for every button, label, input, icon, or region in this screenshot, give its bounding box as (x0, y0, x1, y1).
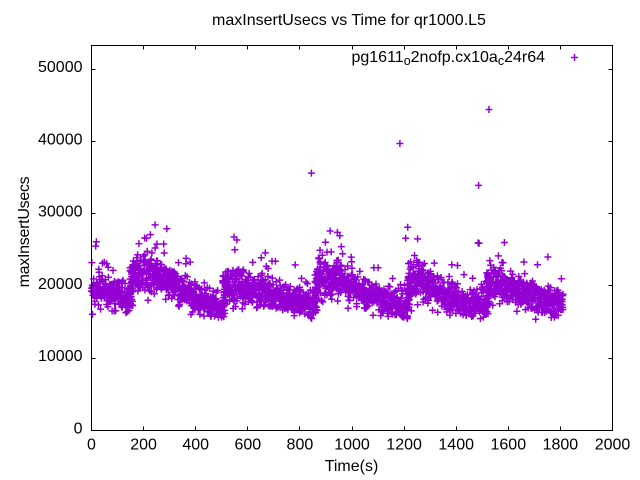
svg-text:400: 400 (182, 437, 209, 454)
svg-text:2000: 2000 (595, 437, 631, 454)
svg-text:600: 600 (234, 437, 261, 454)
svg-text:maxInsertUsecs vs Time for qr1: maxInsertUsecs vs Time for qr1000.L5 (212, 12, 486, 29)
svg-text:Time(s): Time(s) (325, 458, 379, 475)
svg-text:1800: 1800 (543, 437, 579, 454)
svg-text:0: 0 (74, 421, 83, 438)
svg-text:40000: 40000 (38, 131, 83, 148)
svg-text:20000: 20000 (38, 276, 83, 293)
svg-text:30000: 30000 (38, 204, 83, 221)
svg-text:800: 800 (287, 437, 314, 454)
svg-text:10000: 10000 (38, 348, 83, 365)
svg-text:200: 200 (130, 437, 157, 454)
svg-text:1000: 1000 (334, 437, 370, 454)
svg-text:maxInsertUsecs: maxInsertUsecs (16, 176, 33, 287)
svg-text:0: 0 (87, 437, 96, 454)
svg-text:50000: 50000 (38, 59, 83, 76)
svg-text:1600: 1600 (491, 437, 527, 454)
svg-text:1200: 1200 (386, 437, 422, 454)
svg-text:pg1611o2nofp.cx10ac24r64: pg1611o2nofp.cx10ac24r64 (351, 49, 545, 68)
svg-text:1400: 1400 (438, 437, 474, 454)
